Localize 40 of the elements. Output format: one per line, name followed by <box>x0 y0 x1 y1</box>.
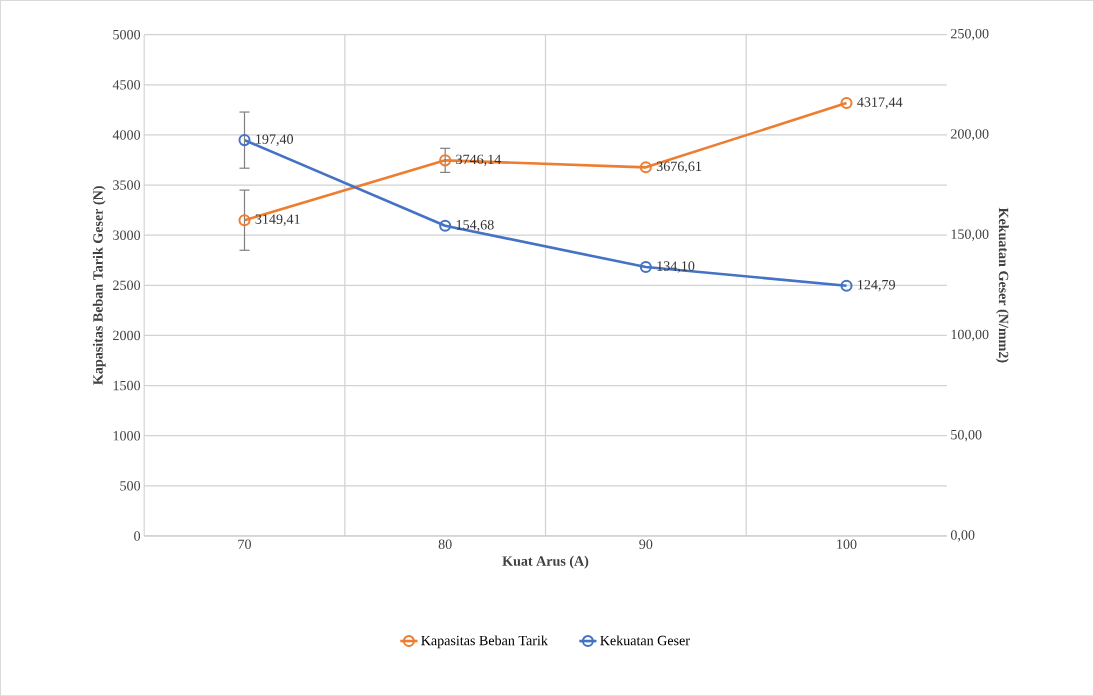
legend-label: Kekuatan Geser <box>600 635 690 646</box>
point <box>238 134 251 147</box>
x-axis-title: Kuat Arus (A) <box>502 555 589 569</box>
y-tick-label: 4500 <box>112 79 141 90</box>
point <box>439 154 452 167</box>
y-tick-label: 0 <box>134 531 141 541</box>
x-tick-label: 100 <box>837 539 857 549</box>
y-tick-label: 1000 <box>113 430 141 441</box>
y-tick-label: 3500 <box>113 180 141 190</box>
y-tick-label: 3000 <box>113 230 141 240</box>
y2-tick-label: 200,00 <box>951 129 989 141</box>
point <box>639 161 652 174</box>
point <box>238 214 251 227</box>
data-label: 3676,61 <box>656 161 702 173</box>
y-tick-label: 1500 <box>113 380 141 391</box>
point <box>840 279 853 292</box>
y-tick-label: 4000 <box>112 130 141 140</box>
y2-tick-label: 250,00 <box>951 28 989 41</box>
y2-tick-label: 150,00 <box>951 229 989 241</box>
point <box>639 260 652 273</box>
y2-tick-label: 0,00 <box>950 530 975 542</box>
data-label: 3149,41 <box>255 214 300 226</box>
data-label: 154,68 <box>456 219 494 232</box>
data-label: 124,79 <box>858 279 895 292</box>
point <box>840 96 853 110</box>
data-label: 4317,44 <box>857 97 903 109</box>
y-tick-label: 2000 <box>113 330 141 341</box>
data-label: 197,40 <box>256 134 294 146</box>
x-tick-label: 70 <box>238 539 251 549</box>
y2-axis-title: Kekuatan Geser (N/mm2) <box>995 207 1009 363</box>
legend-label: Kapasitas Beban Tarik <box>421 635 548 649</box>
y-axis-title: Kapasitas Beban Tarik Geser (N) <box>92 186 106 385</box>
y-tick-label: 2500 <box>113 280 141 290</box>
y2-tick-label: 100,00 <box>951 329 989 342</box>
x-tick-label: 90 <box>639 539 653 549</box>
y-tick-label: 5000 <box>113 29 141 40</box>
y-tick-label: 500 <box>120 480 141 491</box>
point <box>439 219 452 232</box>
y2-tick-label: 50,00 <box>951 429 982 442</box>
x-tick-label: 80 <box>438 539 452 549</box>
